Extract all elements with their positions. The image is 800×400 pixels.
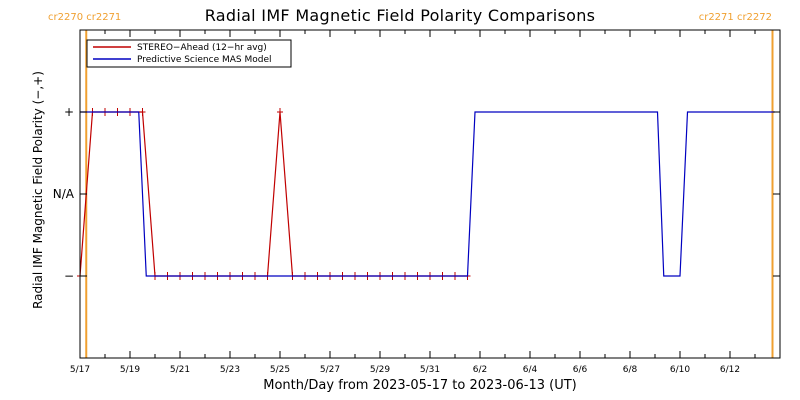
chart-title: Radial IMF Magnetic Field Polarity Compa… [204, 6, 596, 25]
x-tick-label: 6/8 [623, 365, 638, 375]
legend-label: STEREO−Ahead (12−hr avg) [137, 43, 267, 53]
carrington-label-right: cr2271 cr2272 [698, 12, 772, 23]
x-axis-label: Month/Day from 2023-05-17 to 2023-06-13 … [263, 378, 577, 393]
x-tick-label: 6/2 [473, 365, 487, 375]
y-tick-label: + [64, 105, 74, 119]
carrington-label-left: cr2270 cr2271 [48, 12, 122, 23]
x-tick-label: 5/31 [420, 365, 440, 375]
series-layer [77, 108, 775, 280]
x-tick-label: 6/6 [573, 365, 588, 375]
y-ticks: + N/A − [53, 105, 780, 283]
carrington-boundaries [85, 30, 774, 358]
x-tick-label: 5/19 [120, 365, 140, 375]
x-ticks: 5/17 5/19 5/21 5/23 5/25 5/27 5/29 5/31 6/2 6/4 6/… [70, 30, 781, 375]
legend-label: Predictive Science MAS Model [137, 55, 272, 65]
x-tick-label: 6/12 [720, 365, 740, 375]
x-tick-label: 5/23 [220, 365, 240, 375]
series-line-1 [80, 111, 775, 277]
x-tick-label: 6/10 [670, 365, 690, 375]
x-tick-label: 5/17 [70, 365, 90, 375]
series-line-0 [79, 111, 468, 277]
x-tick-label: 5/25 [270, 365, 290, 375]
x-tick-label: 5/29 [370, 365, 390, 375]
plot-frame [79, 29, 781, 359]
x-tick-label: 5/21 [170, 365, 190, 375]
y-tick-label: − [64, 269, 74, 283]
y-tick-label: N/A [53, 187, 75, 201]
legend: STEREO−Ahead (12−hr avg) Predictive Scien… [86, 39, 292, 68]
legend-box [86, 39, 292, 68]
x-tick-label: 6/4 [523, 365, 538, 375]
x-tick-label: 5/27 [320, 365, 340, 375]
